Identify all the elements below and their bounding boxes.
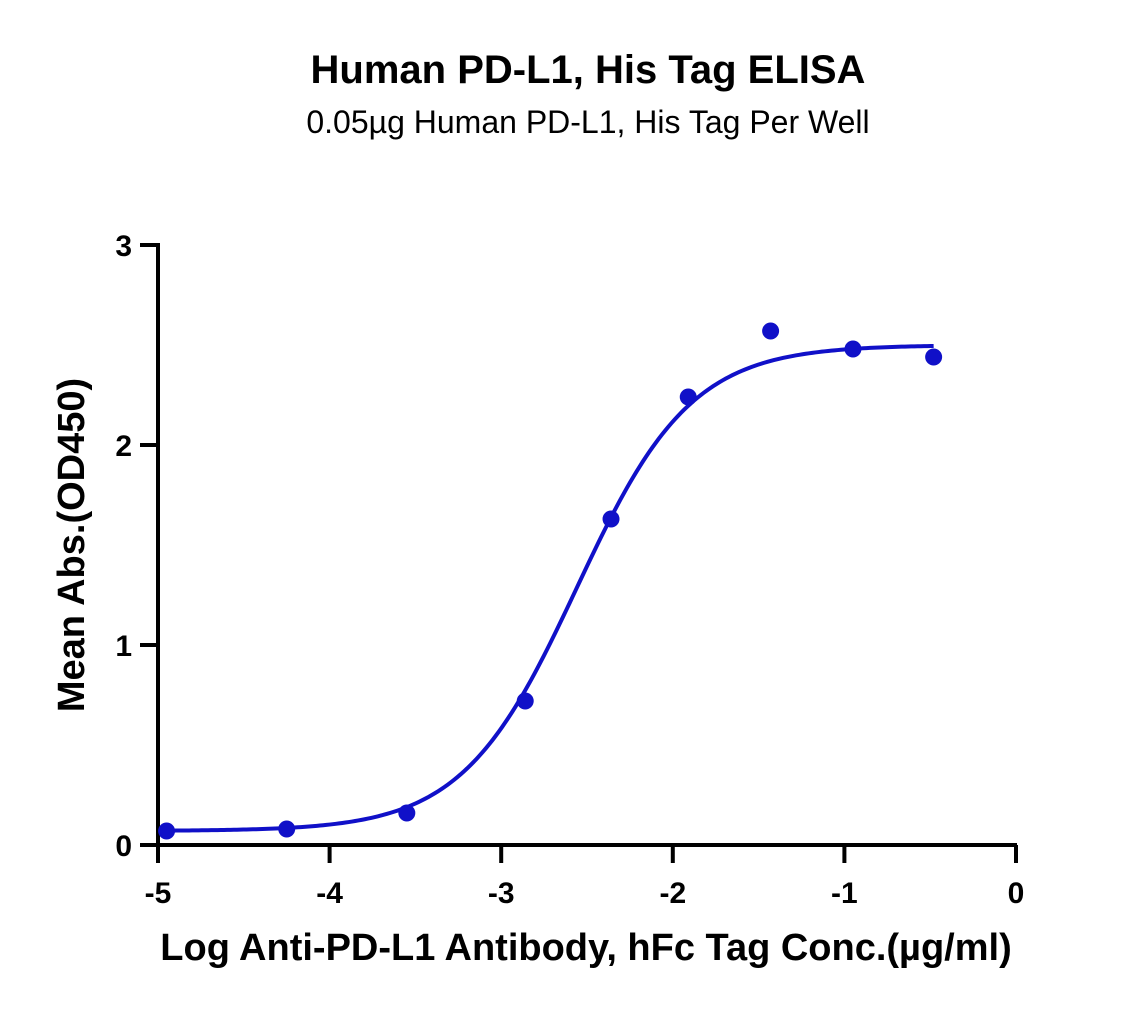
y-tick-label: 3 [115, 230, 132, 263]
y-axis-label: Mean Abs.(OD450) [51, 378, 93, 712]
data-point [925, 348, 943, 366]
data-point [158, 822, 176, 840]
data-point [602, 510, 620, 528]
data-point [762, 322, 780, 340]
y-ticks: 0 1 2 3 [115, 230, 158, 863]
fit-curve [166, 343, 934, 833]
x-axis-label: Log Anti-PD-L1 Antibody, hFc Tag Conc.(µ… [160, 927, 1011, 969]
y-tick-label: 2 [115, 430, 132, 463]
x-tick-label: -4 [316, 877, 343, 910]
data-point [278, 820, 296, 838]
x-tick-label: -2 [659, 877, 686, 910]
data-point [398, 804, 416, 822]
data-point [516, 692, 534, 710]
x-tick-label: -5 [145, 877, 172, 910]
x-tick-label: -3 [488, 877, 515, 910]
x-axis: -5 -4 -3 -2 -1 0 [145, 843, 1025, 910]
y-axis: 0 1 2 3 [115, 230, 160, 863]
chart-title: Human PD-L1, His Tag ELISA [311, 48, 866, 92]
plot-area [158, 322, 943, 840]
y-tick-label: 0 [115, 830, 132, 863]
y-tick-label: 1 [115, 630, 132, 663]
x-ticks: -5 -4 -3 -2 -1 0 [145, 845, 1025, 910]
x-tick-label: 0 [1008, 877, 1025, 910]
x-tick-label: -1 [831, 877, 858, 910]
data-point [844, 340, 862, 358]
chart-subtitle: 0.05µg Human PD-L1, His Tag Per Well [306, 104, 869, 140]
data-point [679, 388, 697, 406]
